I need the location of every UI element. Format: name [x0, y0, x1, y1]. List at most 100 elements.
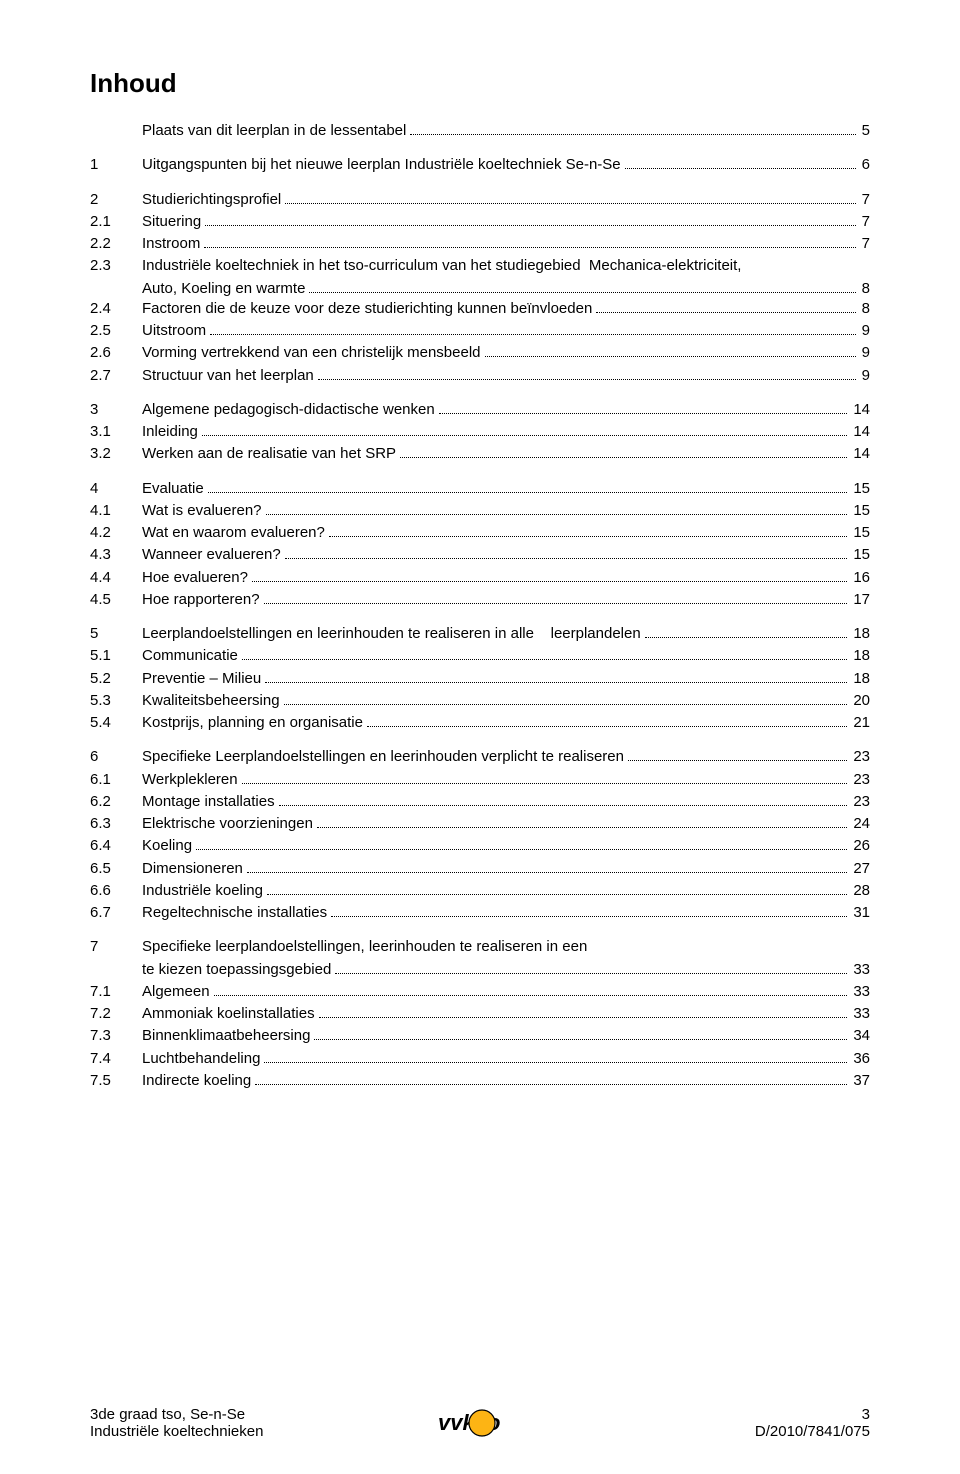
toc-entry: 3.2Werken aan de realisatie van het SRP 1…: [90, 444, 870, 464]
toc-block: 5Leerplandoelstellingen en leerinhouden …: [90, 624, 870, 733]
toc-entry: 4.5Hoe rapporteren?17: [90, 590, 870, 610]
footer-doc-ref: D/2010/7841/075: [755, 1423, 870, 1440]
toc-entry-page: 9: [860, 366, 870, 386]
toc-entry-page: 26: [851, 836, 870, 856]
toc-entry: 6.4Koeling26: [90, 836, 870, 856]
toc-entry-page: 9: [860, 343, 870, 363]
toc-entry-page: 33: [851, 982, 870, 1002]
toc-leader: [314, 1029, 847, 1040]
toc-entry-label: Algemene pedagogisch-didactische wenken: [142, 400, 435, 420]
toc-entry-number: 4.1: [90, 501, 142, 521]
toc-entry: 7Specifieke leerplandoelstellingen, leer…: [90, 937, 870, 957]
toc-entry-label: Binnenklimaatbeheersing: [142, 1026, 310, 1046]
toc-entry-number: 2.1: [90, 212, 142, 232]
toc-block: 1Uitgangspunten bij het nieuwe leerplan …: [90, 155, 870, 175]
toc-entry-label: Kwaliteitsbeheersing: [142, 691, 280, 711]
toc-entry-number: 4.5: [90, 590, 142, 610]
toc-leader: [208, 481, 848, 492]
toc-entry-number: 6: [90, 747, 142, 767]
toc-entry-label: Industriële koeling: [142, 881, 263, 901]
toc-block: 2Studierichtingsprofiel72.1Situering72.2…: [90, 190, 870, 386]
toc-entry-number: 3.1: [90, 422, 142, 442]
toc-entry: Plaats van dit leerplan in de lessentabe…: [90, 121, 870, 141]
toc-entry-number: 3.2: [90, 444, 142, 464]
toc-entry-number: 2.7: [90, 366, 142, 386]
footer-left-line2: Industriële koeltechnieken: [90, 1423, 263, 1440]
toc-block: 3Algemene pedagogisch-didactische wenken…: [90, 400, 870, 465]
toc-block: 7Specifieke leerplandoelstellingen, leer…: [90, 937, 870, 1091]
toc-leader: [242, 649, 847, 660]
toc-entry-number: 5.3: [90, 691, 142, 711]
toc-entry-page: 18: [851, 624, 870, 644]
toc-entry: 4.3Wanneer evalueren?15: [90, 545, 870, 565]
toc-entry: 6.3Elektrische voorzieningen24: [90, 814, 870, 834]
toc-entry-page: 37: [851, 1071, 870, 1091]
toc-entry-label: Montage installaties: [142, 792, 275, 812]
toc-entry-label: Ammoniak koelinstallaties: [142, 1004, 315, 1024]
toc-entry-number: 7.2: [90, 1004, 142, 1024]
toc-entry-label: Regeltechnische installaties: [142, 903, 327, 923]
footer-right: 3 D/2010/7841/075: [755, 1406, 870, 1440]
table-of-contents: Plaats van dit leerplan in de lessentabe…: [90, 121, 870, 1091]
toc-entry-label: te kiezen toepassingsgebied: [142, 960, 331, 980]
toc-leader: [317, 817, 847, 828]
toc-entry-label: Werken aan de realisatie van het SRP: [142, 444, 396, 464]
toc-entry-number: 2: [90, 190, 142, 210]
toc-block: 4Evaluatie154.1Wat is evalueren?154.2Wat…: [90, 479, 870, 611]
toc-entry: 2.6Vorming vertrekkend van een christeli…: [90, 343, 870, 363]
toc-entry-page: 7: [860, 212, 870, 232]
toc-entry-label: Communicatie: [142, 646, 238, 666]
toc-entry-label: Hoe evalueren?: [142, 568, 248, 588]
toc-leader: [204, 237, 855, 248]
footer-page-number: 3: [755, 1406, 870, 1423]
toc-leader: [242, 772, 848, 783]
toc-entry-label: Preventie – Milieu: [142, 669, 261, 689]
toc-leader: [367, 716, 847, 727]
toc-entry-label: Wat en waarom evalueren?: [142, 523, 325, 543]
toc-entry-number: 1: [90, 155, 142, 175]
toc-entry-page: 28: [851, 881, 870, 901]
toc-entry: 7.5Indirecte koeling37: [90, 1071, 870, 1091]
toc-entry-number: 6.2: [90, 792, 142, 812]
toc-entry-page: 14: [851, 444, 870, 464]
toc-entry: 7.4Luchtbehandeling36: [90, 1049, 870, 1069]
toc-entry-label: Elektrische voorzieningen: [142, 814, 313, 834]
page-footer: 3de graad tso, Se-n-Se Industriële koelt…: [90, 1406, 870, 1440]
toc-entry-number: 5.2: [90, 669, 142, 689]
toc-entry-label: Kostprijs, planning en organisatie: [142, 713, 363, 733]
toc-leader: [202, 425, 847, 436]
toc-leader: [319, 1007, 848, 1018]
toc-entry-label: Dimensioneren: [142, 859, 243, 879]
toc-entry-label: Situering: [142, 212, 201, 232]
toc-leader: [331, 906, 847, 917]
toc-entry: 6.1Werkplekleren23: [90, 770, 870, 790]
toc-entry-page: 33: [851, 960, 870, 980]
toc-entry-continuation: Auto, Koeling en warmte8: [142, 279, 870, 299]
toc-entry-page: 5: [860, 121, 870, 141]
toc-entry: 2.4Factoren die de keuze voor deze studi…: [90, 299, 870, 319]
toc-leader: [214, 985, 848, 996]
toc-entry-number: 2.6: [90, 343, 142, 363]
toc-entry-page: 33: [851, 1004, 870, 1024]
toc-leader: [264, 593, 848, 604]
toc-entry-page: 8: [860, 299, 870, 319]
toc-leader: [267, 884, 847, 895]
toc-entry-page: 18: [851, 669, 870, 689]
toc-entry: 4.2Wat en waarom evalueren?15: [90, 523, 870, 543]
toc-leader: [318, 368, 856, 379]
toc-entry-number: 7.4: [90, 1049, 142, 1069]
toc-entry-number: 6.1: [90, 770, 142, 790]
toc-entry-label: Koeling: [142, 836, 192, 856]
toc-entry-number: 4.4: [90, 568, 142, 588]
toc-leader: [284, 694, 848, 705]
toc-entry-number: 7.1: [90, 982, 142, 1002]
toc-entry-number: 2.4: [90, 299, 142, 319]
toc-entry-number: 6.3: [90, 814, 142, 834]
toc-block: 6Specifieke Leerplandoelstellingen en le…: [90, 747, 870, 923]
toc-entry: 7.2Ammoniak koelinstallaties 33: [90, 1004, 870, 1024]
toc-entry-page: 21: [851, 713, 870, 733]
toc-entry-page: 8: [860, 279, 870, 299]
toc-leader: [205, 215, 855, 226]
toc-entry: 6.2Montage installaties23: [90, 792, 870, 812]
vvkso-logo-icon: vvkso: [438, 1406, 522, 1440]
